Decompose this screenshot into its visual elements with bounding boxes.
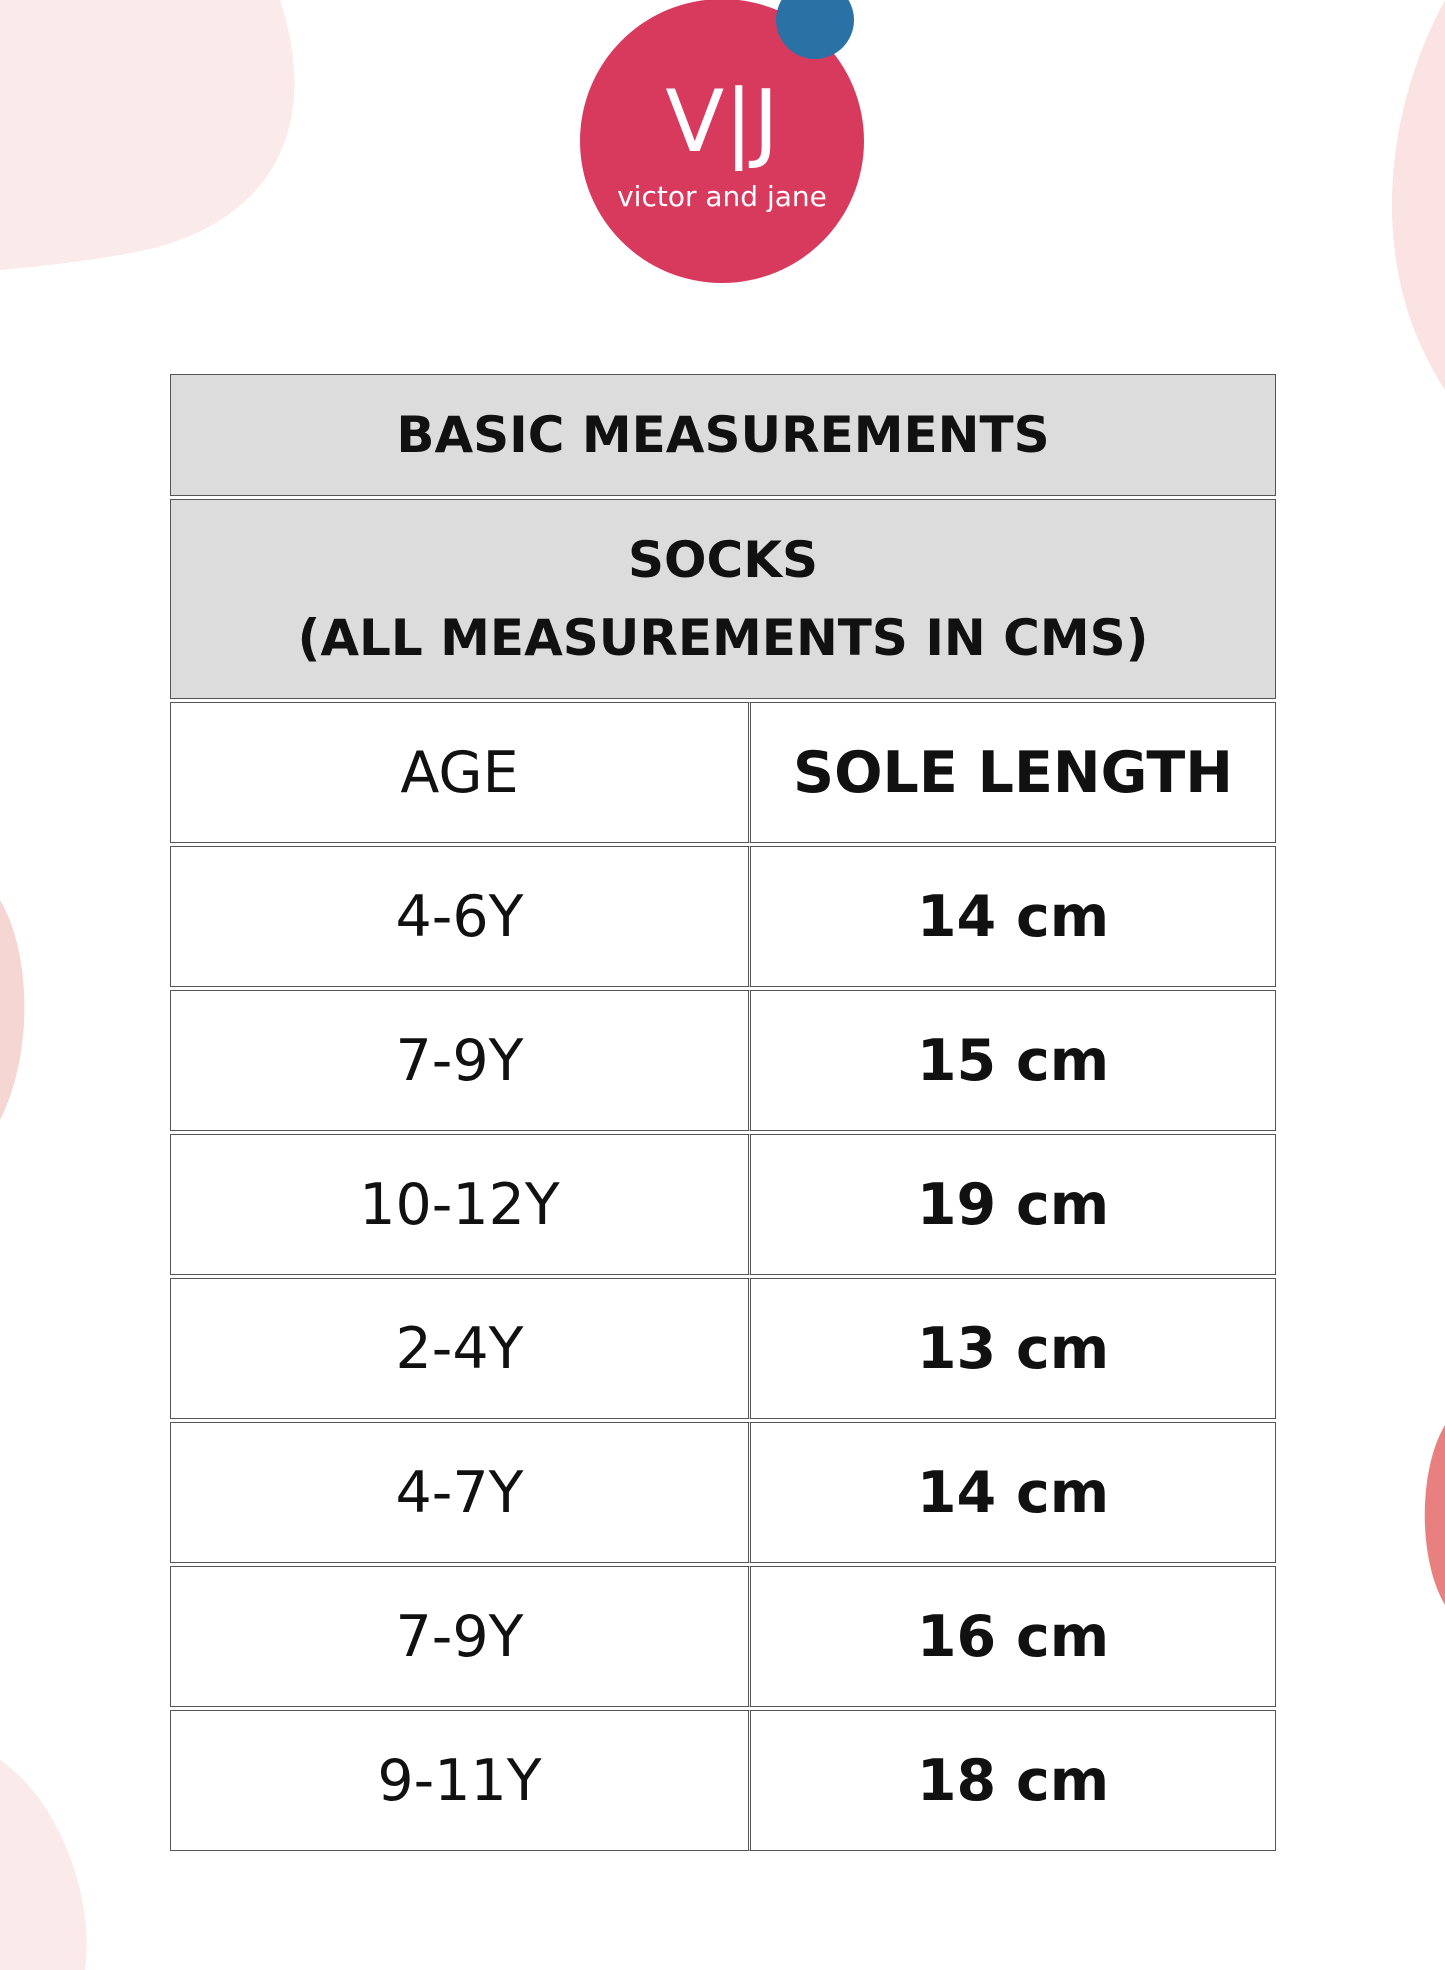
age-cell: 9-11Y [170, 1710, 748, 1851]
sole-length-cell: 14 cm [748, 1422, 1276, 1563]
column-header-sole-length: SOLE LENGTH [748, 702, 1276, 843]
sole-length-cell: 16 cm [748, 1566, 1276, 1707]
size-chart-table: BASIC MEASUREMENTS SOCKS (ALL MEASUREMENT… [170, 371, 1276, 1854]
table-subtitle-product: SOCKS [628, 531, 818, 589]
age-cell: 7-9Y [170, 990, 748, 1131]
logo-monogram: V|J [665, 72, 779, 172]
age-cell: 4-7Y [170, 1422, 748, 1563]
sole-length-cell: 19 cm [748, 1134, 1276, 1275]
logo-name: victor and jane [617, 180, 827, 213]
table-row: 7-9Y 15 cm [170, 990, 1276, 1131]
table-subtitle-row: SOCKS (ALL MEASUREMENTS IN CMS) [170, 499, 1276, 699]
table-row: 7-9Y 16 cm [170, 1566, 1276, 1707]
logo-circle [580, 0, 864, 283]
sole-length-cell: 18 cm [748, 1710, 1276, 1851]
table-row: 9-11Y 18 cm [170, 1710, 1276, 1851]
blob-top-right [1391, 0, 1445, 390]
age-cell: 4-6Y [170, 846, 748, 987]
blob-top-left [0, 0, 295, 270]
age-cell: 10-12Y [170, 1134, 748, 1275]
sole-length-cell: 14 cm [748, 846, 1276, 987]
column-header-age: AGE [170, 702, 748, 843]
age-cell: 7-9Y [170, 1566, 748, 1707]
table-row: 4-7Y 14 cm [170, 1422, 1276, 1563]
sole-length-cell: 13 cm [748, 1278, 1276, 1419]
blob-bottom-left [0, 1760, 87, 1970]
sole-length-cell: 15 cm [748, 990, 1276, 1131]
table-row: 10-12Y 19 cm [170, 1134, 1276, 1275]
table-row: 2-4Y 13 cm [170, 1278, 1276, 1419]
blob-left-middle [0, 900, 25, 1120]
age-cell: 2-4Y [170, 1278, 748, 1419]
table-title: BASIC MEASUREMENTS [170, 374, 1276, 496]
blob-right-accent [1424, 1425, 1445, 1605]
table-header-row: AGE SOLE LENGTH [170, 702, 1276, 843]
table-subtitle-units: (ALL MEASUREMENTS IN CMS) [297, 609, 1149, 667]
logo-dot [776, 0, 854, 59]
table-title-row: BASIC MEASUREMENTS [170, 374, 1276, 496]
table-row: 4-6Y 14 cm [170, 846, 1276, 987]
